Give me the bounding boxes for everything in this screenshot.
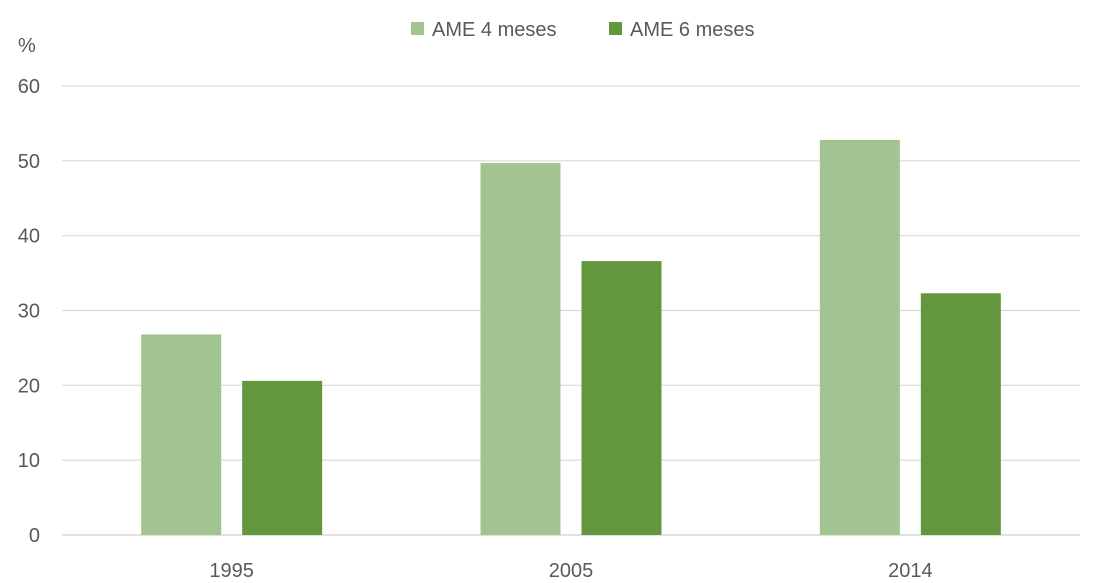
bars	[141, 139, 1001, 535]
y-tick-label: 50	[18, 151, 40, 173]
legend-swatch	[411, 22, 424, 35]
legend-item: AME 6 meses	[609, 19, 754, 41]
legend-item: AME 4 meses	[411, 19, 556, 41]
legend-swatch	[609, 22, 622, 35]
y-tick-label: 40	[18, 226, 40, 248]
y-axis-unit-label: %	[18, 35, 36, 57]
y-tick-label: 10	[18, 450, 40, 472]
x-tick-label: 1995	[209, 560, 254, 578]
y-tick-label: 0	[29, 525, 40, 547]
bar	[242, 380, 323, 535]
y-tick-label: 60	[18, 76, 40, 98]
bar	[141, 334, 222, 535]
x-tick-label: 2014	[888, 560, 933, 578]
bar	[920, 293, 1001, 535]
y-tick-label: 20	[18, 375, 40, 397]
y-axis-ticks: 0 10 20 30 40 50 60	[18, 76, 40, 547]
legend: AME 4 meses AME 6 meses	[411, 19, 754, 41]
bar	[581, 261, 662, 535]
x-tick-label: 2005	[549, 560, 594, 578]
bar	[480, 163, 561, 535]
gridlines	[62, 85, 1080, 536]
legend-label: AME 4 meses	[432, 19, 556, 41]
bar	[819, 139, 900, 535]
x-axis-ticks: 1995 2005 2014	[209, 560, 933, 582]
y-tick-label: 30	[18, 301, 40, 323]
legend-label: AME 6 meses	[630, 19, 754, 41]
